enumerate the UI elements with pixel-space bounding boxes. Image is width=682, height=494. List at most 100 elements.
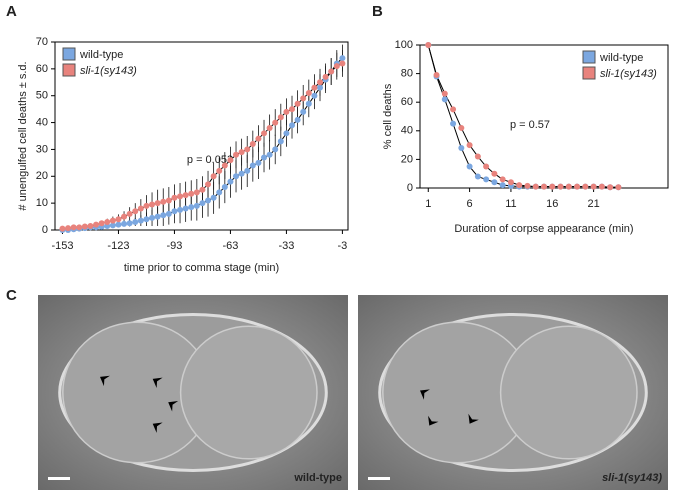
annotation: p = 0.57 — [510, 119, 550, 131]
x-tick-label: 16 — [546, 198, 558, 210]
data-point — [165, 210, 172, 217]
arrowhead — [152, 422, 163, 433]
data-point — [132, 208, 139, 215]
data-point — [328, 68, 335, 75]
y-tick-label: 60 — [401, 96, 413, 108]
data-point — [491, 179, 498, 186]
data-point — [149, 214, 156, 221]
y-tick-label: 40 — [401, 125, 413, 137]
data-point — [466, 142, 473, 149]
data-point — [177, 206, 184, 213]
data-point — [283, 108, 290, 115]
data-point — [154, 200, 161, 207]
data-point — [227, 178, 234, 185]
data-point — [115, 221, 122, 228]
y-tick-label: 50 — [36, 90, 48, 102]
data-point — [98, 220, 105, 227]
x-tick-label: 1 — [425, 198, 431, 210]
data-point — [277, 114, 284, 121]
legend-swatch — [62, 63, 76, 77]
y-tick-label: 30 — [36, 143, 48, 155]
data-point — [300, 95, 307, 102]
data-point — [249, 141, 256, 148]
data-point — [615, 184, 622, 191]
data-point — [205, 181, 212, 188]
data-point — [238, 170, 245, 177]
annotation: p = 0.053 — [187, 154, 233, 166]
arrowhead — [152, 377, 163, 389]
data-point — [233, 173, 240, 180]
x-tick-label: -123 — [107, 240, 129, 252]
data-point — [132, 218, 139, 225]
x-axis-title: Duration of corpse appearance (min) — [454, 223, 633, 235]
data-point — [93, 221, 100, 228]
y-tick-label: 40 — [36, 116, 48, 128]
data-point — [266, 124, 273, 131]
arrowhead — [468, 413, 479, 424]
data-point — [450, 106, 457, 113]
panel-letter: B — [372, 3, 383, 20]
legend-label: wild-type — [79, 49, 123, 61]
data-point — [199, 200, 206, 207]
data-point — [244, 167, 251, 174]
data-point — [109, 217, 116, 224]
data-point — [221, 162, 228, 169]
data-point — [126, 220, 133, 227]
data-point — [541, 183, 547, 190]
data-point — [305, 100, 312, 107]
data-point — [458, 124, 465, 131]
y-tick-label: 0 — [407, 182, 413, 194]
y-tick-label: 20 — [401, 153, 413, 165]
data-point — [210, 173, 217, 180]
data-point — [317, 79, 324, 86]
data-point — [205, 197, 212, 204]
data-point — [289, 122, 296, 129]
data-point — [311, 84, 318, 91]
data-point — [70, 224, 77, 231]
y-tick-label: 60 — [36, 63, 48, 75]
data-point — [483, 163, 490, 170]
data-point — [121, 220, 128, 227]
data-point — [474, 153, 481, 160]
data-point — [425, 42, 432, 48]
data-point — [499, 176, 506, 183]
data-point — [171, 194, 178, 201]
data-point — [283, 130, 290, 137]
data-point — [532, 183, 539, 190]
data-point — [311, 92, 318, 99]
data-point — [549, 183, 556, 190]
data-point — [244, 146, 251, 153]
micrograph-label: sli-1(sy143) — [602, 472, 662, 484]
data-point — [199, 186, 206, 193]
data-point — [582, 183, 589, 190]
data-point — [441, 90, 448, 97]
data-point — [121, 213, 128, 220]
data-point — [59, 225, 66, 232]
data-point — [294, 116, 301, 123]
arrowhead — [428, 415, 439, 426]
data-point — [516, 182, 523, 189]
y-tick-label: 80 — [401, 68, 413, 80]
legend-swatch — [62, 47, 76, 61]
data-point — [171, 208, 178, 215]
data-point — [137, 205, 144, 212]
panel-letter: C — [6, 287, 17, 304]
data-point — [491, 170, 498, 177]
data-point — [507, 179, 514, 186]
scale-bar — [368, 477, 390, 480]
data-point — [109, 222, 116, 229]
data-point — [115, 216, 122, 223]
data-point — [272, 146, 279, 153]
y-tick-label: 100 — [395, 39, 413, 51]
data-point — [81, 223, 88, 230]
data-point — [322, 73, 329, 80]
data-point — [305, 90, 312, 97]
data-point — [557, 183, 564, 190]
x-tick-label: 6 — [467, 198, 473, 210]
data-point — [590, 183, 597, 190]
cell — [179, 325, 318, 460]
x-tick-label: -93 — [166, 240, 182, 252]
data-point — [261, 154, 268, 161]
data-point — [126, 210, 133, 217]
data-point — [261, 130, 268, 137]
